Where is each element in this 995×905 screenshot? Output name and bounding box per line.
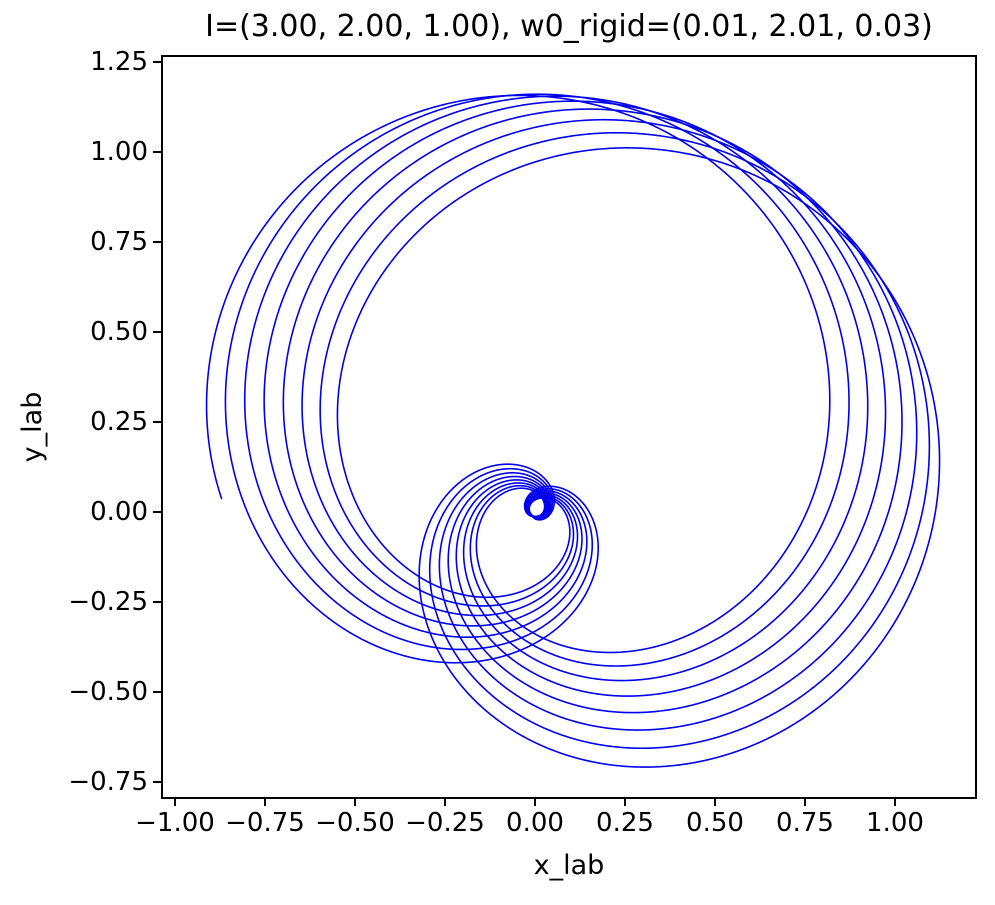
y-tick	[153, 420, 163, 423]
x-tick-label: −0.25	[405, 808, 485, 838]
plot-area	[161, 55, 977, 799]
x-tick	[804, 797, 806, 806]
plot-title: I=(3.00, 2.00, 1.00), w0_rigid=(0.01, 2.…	[205, 9, 933, 44]
x-tick	[353, 797, 356, 806]
x-tick	[533, 797, 536, 806]
y-tick-label: −0.50	[68, 676, 148, 707]
x-tick-label: 0.00	[506, 808, 564, 838]
x-tick	[894, 797, 896, 806]
x-tick	[714, 797, 716, 806]
x-tick	[623, 797, 626, 806]
x-tick	[263, 797, 266, 806]
x-tick-label: 0.25	[596, 808, 654, 838]
y-tick	[153, 241, 163, 243]
y-tick	[153, 61, 163, 63]
y-tick-label: 0.00	[90, 496, 148, 527]
x-tick-label: 0.50	[686, 808, 744, 838]
trajectory-canvas	[163, 57, 975, 797]
x-tick-label: 0.75	[776, 808, 834, 838]
y-tick	[153, 510, 163, 513]
y-tick-label: 0.75	[90, 227, 148, 257]
y-tick-label: 1.25	[90, 47, 148, 77]
x-tick-label: −1.00	[135, 808, 215, 838]
y-tick	[153, 330, 163, 333]
x-tick-label: 1.00	[866, 808, 924, 838]
y-tick-label: 0.50	[90, 316, 148, 347]
x-tick-label: −0.75	[225, 808, 305, 838]
y-tick-label: −0.75	[68, 766, 148, 797]
y-tick	[153, 780, 163, 783]
y-tick	[153, 600, 163, 603]
x-tick-label: −0.50	[315, 808, 395, 838]
y-tick-label: −0.25	[68, 586, 148, 617]
x-tick	[173, 797, 176, 806]
y-tick	[153, 151, 163, 153]
x-tick	[443, 797, 446, 806]
y-tick	[153, 690, 163, 693]
x-axis-label: x_lab	[533, 850, 605, 881]
y-tick-label: 0.25	[90, 406, 148, 437]
y-tick-label: 1.00	[90, 137, 148, 167]
